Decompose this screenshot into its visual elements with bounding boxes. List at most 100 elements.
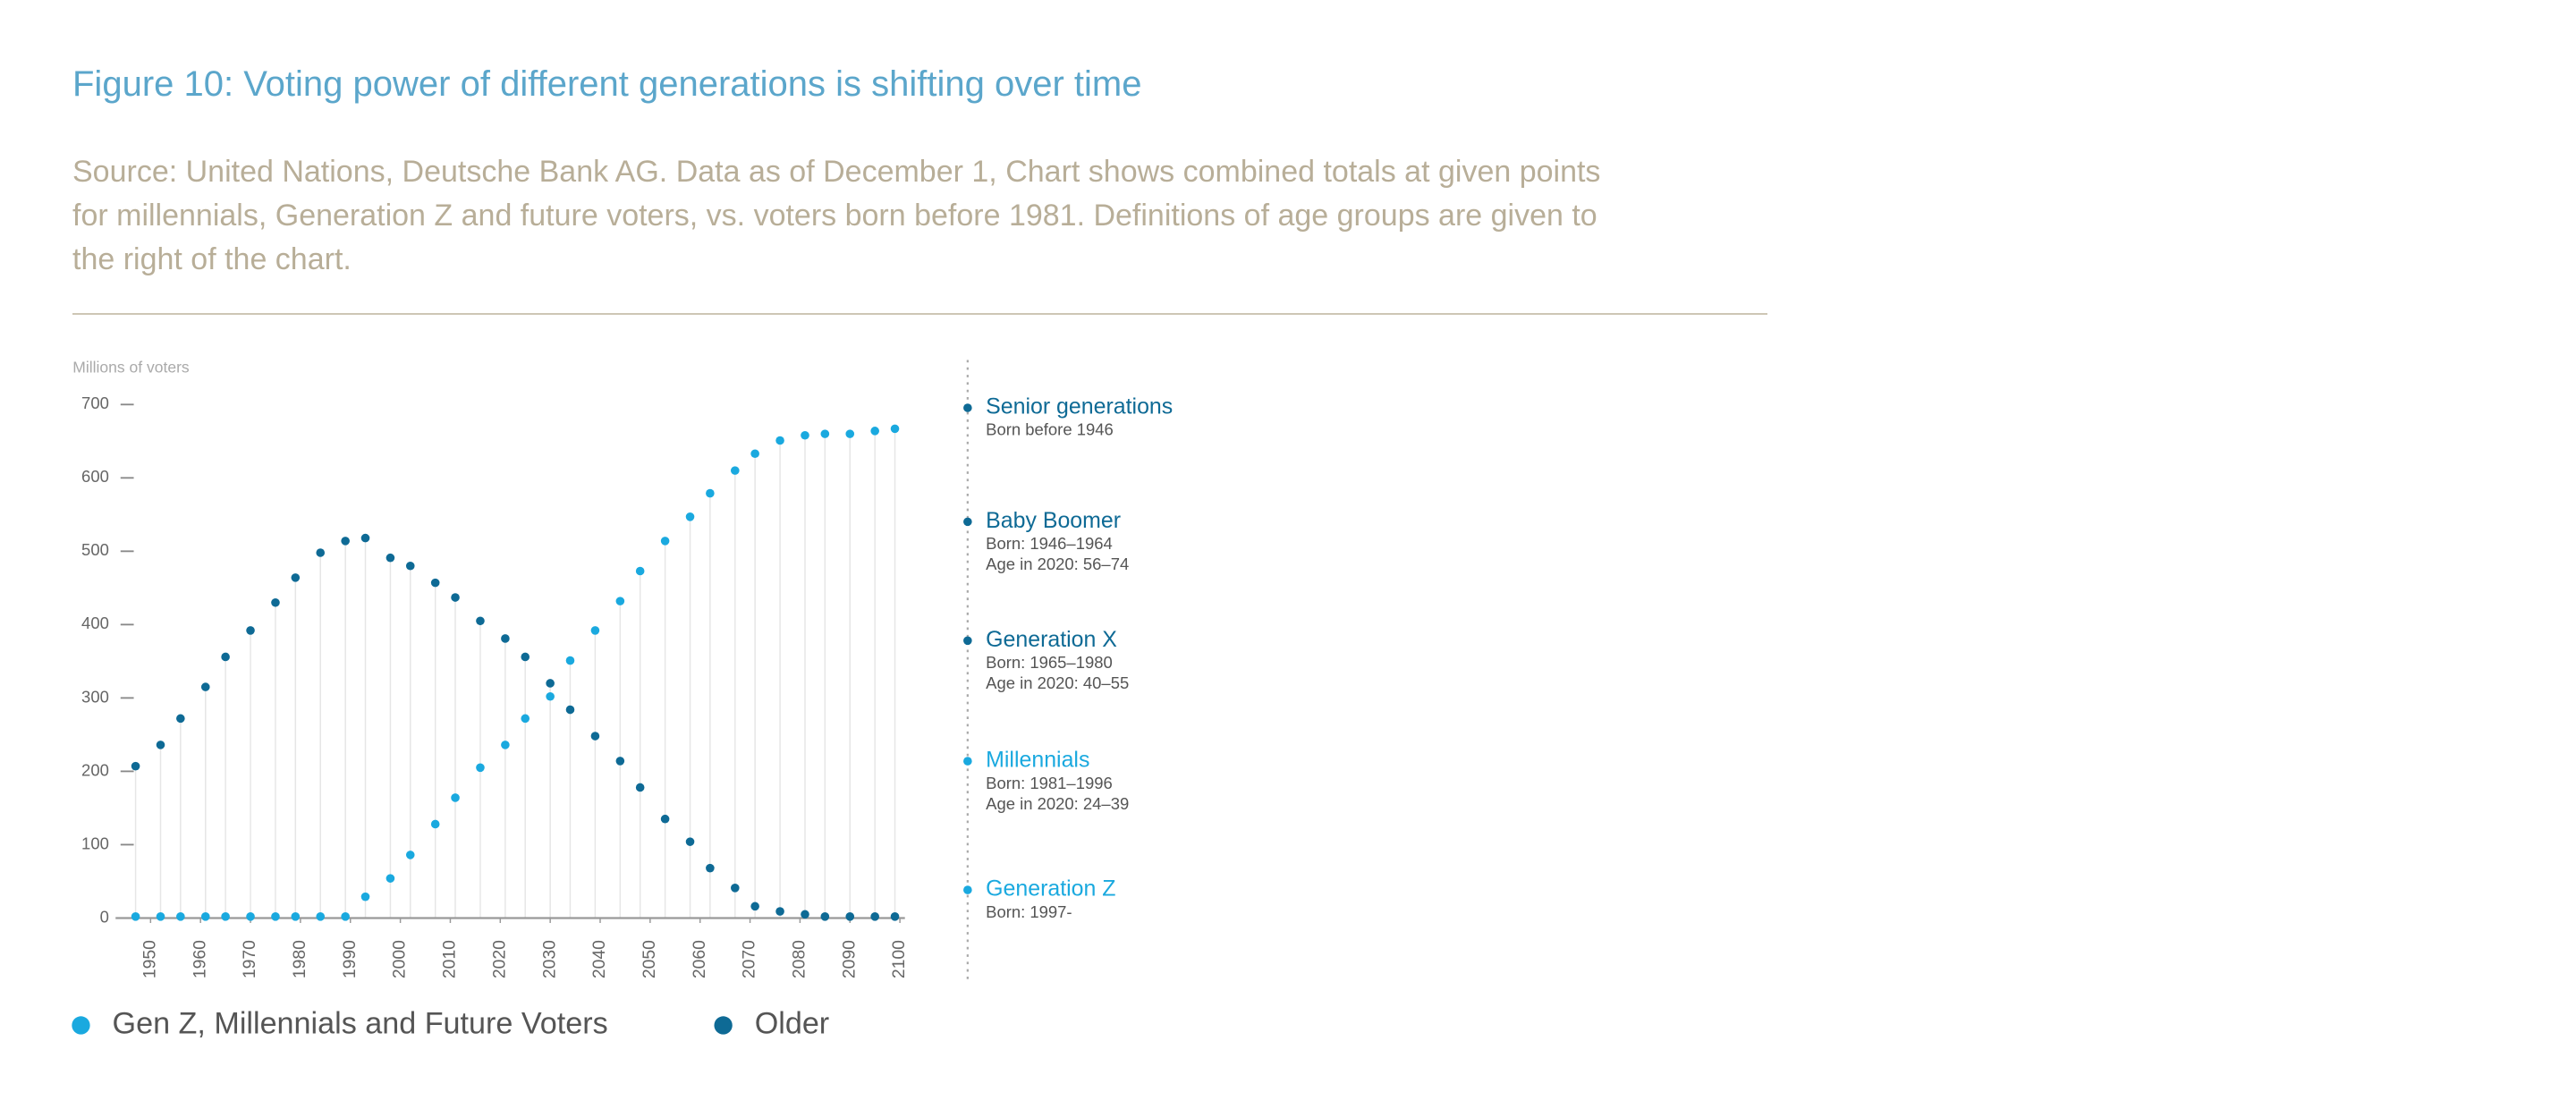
data-point: [750, 449, 759, 459]
generation-dot: [963, 517, 972, 527]
data-point: [775, 907, 784, 916]
generation-detail: Age in 2020: 56–74: [986, 554, 1129, 573]
x-tick-label: 1980: [290, 940, 309, 978]
data-point: [801, 430, 809, 440]
data-point: [685, 512, 695, 521]
data-point: [501, 634, 510, 643]
x-tick-label: 2030: [539, 940, 559, 978]
y-tick-label: 700: [81, 394, 109, 412]
data-point: [156, 741, 165, 749]
data-point: [660, 814, 670, 824]
generation-detail: Born: 1965–1980: [986, 653, 1113, 672]
x-tick-label: 2060: [690, 940, 709, 978]
data-point: [730, 884, 740, 893]
x-tick-label: 2080: [790, 940, 809, 978]
data-point: [615, 757, 625, 766]
data-point: [635, 783, 645, 792]
x-tick-label: 1970: [240, 940, 259, 978]
data-point: [360, 892, 370, 902]
x-tick-label: 2020: [489, 940, 509, 978]
chart-subtitle: Source: United Nations, Deutsche Bank AG…: [72, 155, 1601, 276]
x-tick-label: 2100: [889, 940, 909, 978]
generation-name: Baby Boomer: [986, 508, 1121, 533]
generation-detail: Born before 1946: [986, 420, 1114, 439]
data-point: [820, 912, 830, 921]
y-tick-label: 400: [81, 614, 109, 632]
data-point: [750, 902, 759, 911]
data-point: [221, 652, 230, 662]
data-point: [271, 597, 280, 607]
data-point: [360, 533, 370, 543]
data-point: [615, 597, 625, 605]
data-point: [476, 616, 485, 626]
generation-name: Senior generations: [986, 394, 1173, 419]
data-point: [176, 912, 185, 921]
legend-swatch: [72, 1016, 90, 1035]
data-point: [246, 912, 255, 921]
data-point: [451, 593, 460, 602]
data-point: [685, 837, 695, 846]
data-point: [341, 537, 350, 546]
data-point: [156, 912, 165, 921]
data-point: [200, 682, 210, 691]
data-point: [221, 912, 230, 921]
x-tick-label: 2010: [440, 940, 460, 978]
data-point: [316, 912, 326, 921]
generation-detail: Age in 2020: 40–55: [986, 673, 1129, 692]
data-point: [200, 912, 210, 921]
data-point: [271, 912, 280, 921]
chart-title: Figure 10: Voting power of different gen…: [72, 64, 1142, 104]
data-point: [131, 912, 140, 921]
x-tick-label: 1960: [190, 940, 209, 978]
x-tick-label: 2000: [390, 940, 410, 978]
generation-detail: Born: 1946–1964: [986, 534, 1113, 553]
data-point: [546, 691, 555, 701]
data-point: [521, 714, 530, 724]
x-tick-label: 1990: [340, 940, 360, 978]
x-tick-label: 2090: [839, 940, 859, 978]
y-tick-label: 500: [81, 540, 109, 559]
divider: [72, 313, 1767, 315]
y-tick-label: 0: [100, 907, 109, 926]
data-point: [476, 763, 485, 773]
generation-detail: Born: 1981–1996: [986, 774, 1113, 792]
data-point: [565, 705, 575, 715]
data-point: [430, 819, 440, 829]
data-point: [590, 732, 600, 741]
y-tick-label: 100: [81, 834, 109, 852]
legend-label: Older: [755, 1006, 830, 1040]
generation-dot: [963, 757, 972, 766]
data-point: [176, 714, 185, 724]
data-point: [546, 679, 555, 688]
data-point: [870, 912, 879, 921]
data-point: [291, 573, 301, 582]
generation-name: Millennials: [986, 748, 1089, 773]
generation-dot: [963, 636, 972, 646]
generation-name: Generation X: [986, 627, 1117, 652]
y-tick-label: 200: [81, 760, 109, 779]
x-tick-label: 2050: [640, 940, 659, 978]
y-tick-label: 300: [81, 687, 109, 706]
legend-label: Gen Z, Millennials and Future Voters: [113, 1006, 608, 1040]
data-point: [521, 652, 530, 662]
x-tick-label: 2070: [740, 940, 759, 978]
data-point: [820, 429, 830, 438]
data-point: [565, 656, 575, 665]
data-point: [246, 626, 255, 635]
generation-dot: [963, 403, 972, 412]
data-point: [706, 488, 715, 498]
data-point: [775, 436, 784, 445]
data-point: [890, 424, 900, 434]
data-point: [405, 851, 415, 859]
data-point: [590, 626, 600, 635]
data-point: [430, 578, 440, 588]
data-point: [291, 912, 301, 921]
y-axis-label: Millions of voters: [72, 358, 190, 376]
data-point: [730, 466, 740, 475]
data-point: [845, 429, 855, 438]
data-point: [316, 548, 326, 557]
y-tick-label: 600: [81, 467, 109, 486]
x-tick-label: 2040: [589, 940, 609, 978]
